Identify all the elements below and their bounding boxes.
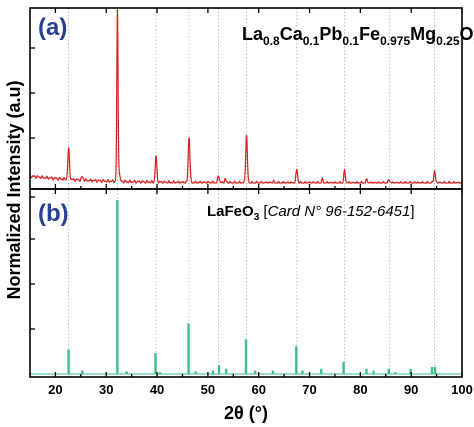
reference-stick (394, 372, 397, 374)
x-tick-label: 80 (353, 382, 367, 397)
reference-stick (387, 368, 391, 374)
panel-b-plot (30, 200, 462, 375)
axis-ticks (29, 8, 463, 377)
reference-stick (301, 370, 304, 374)
formula-subscript: 0.8 (263, 34, 280, 48)
x-axis-title-suffix: (°) (244, 403, 268, 423)
x-axis-title: 2θ (°) (224, 403, 268, 423)
reference-stick (154, 353, 157, 374)
reference-stick (67, 349, 70, 374)
x-tick-label: 20 (48, 382, 62, 397)
panel-b-frame (29, 188, 463, 378)
reference-stick (194, 371, 197, 374)
x-tick-labels: 20 30 40 50 60 70 80 90 100 (48, 382, 473, 397)
panel-a-plot (29, 7, 463, 184)
x-tick-label: 60 (251, 382, 265, 397)
dotted-guide-lines (68, 8, 436, 377)
x-axis-title-theta: θ (234, 403, 244, 423)
formula-element: Pb (319, 24, 342, 44)
panel-b-card-number: Card N° 96-152-6451 (268, 203, 411, 220)
reference-stick (158, 372, 162, 374)
reference-stick (125, 371, 128, 374)
reference-stick (187, 323, 190, 374)
x-tick-label: 70 (302, 382, 316, 397)
reference-stick (372, 370, 375, 374)
reference-stick (365, 368, 368, 374)
panel-b-formula-main: LaFeO (207, 203, 254, 220)
reference-stick (217, 365, 221, 374)
reference-stick (224, 368, 228, 374)
reference-stick (430, 367, 434, 374)
panel-b-formula: LaFeO3 [Card N° 96-152-6451] (207, 203, 415, 223)
x-tick-label: 40 (150, 382, 164, 397)
panel-b-bracket-open: [ (259, 203, 268, 220)
formula-element: Mg (410, 24, 436, 44)
panel-a-formula: La0.8Ca0.1Pb0.1Fe0.975Mg0.25O3 (242, 24, 474, 48)
panel-a-xrd-curve (29, 7, 463, 184)
reference-stick (433, 367, 437, 374)
panel-a-label: (a) (38, 14, 67, 41)
panel-b-formula-sub: 3 (254, 212, 260, 223)
formula-element: Ca (280, 24, 304, 44)
formula-element: La (242, 24, 264, 44)
reference-stick (409, 368, 412, 374)
panel-b-label: (b) (38, 200, 69, 227)
reference-stick (244, 339, 248, 374)
reference-stick (211, 370, 215, 374)
formula-element: Fe (359, 24, 380, 44)
reference-stick (320, 368, 323, 374)
x-axis-title-prefix: 2 (224, 403, 234, 423)
formula-subscript: 0.1 (342, 34, 359, 48)
formula-subscript: 0.25 (436, 34, 460, 48)
reference-stick (342, 361, 345, 374)
y-axis-title: Normalized Intensity (a.u) (4, 80, 24, 299)
reference-stick (116, 200, 119, 374)
x-tick-label: 30 (99, 382, 113, 397)
reference-stick (271, 370, 275, 374)
formula-subscript: 0.1 (303, 34, 320, 48)
x-tick-label: 90 (404, 382, 418, 397)
reference-stick (253, 370, 257, 374)
x-tick-label: 50 (201, 382, 215, 397)
x-tick-label: 100 (451, 382, 473, 397)
reference-stick (81, 370, 84, 374)
panel-b-bracket-close: ] (410, 203, 414, 220)
formula-element: O (460, 24, 474, 44)
reference-stick (295, 346, 298, 374)
formula-subscript: 0.975 (380, 34, 410, 48)
